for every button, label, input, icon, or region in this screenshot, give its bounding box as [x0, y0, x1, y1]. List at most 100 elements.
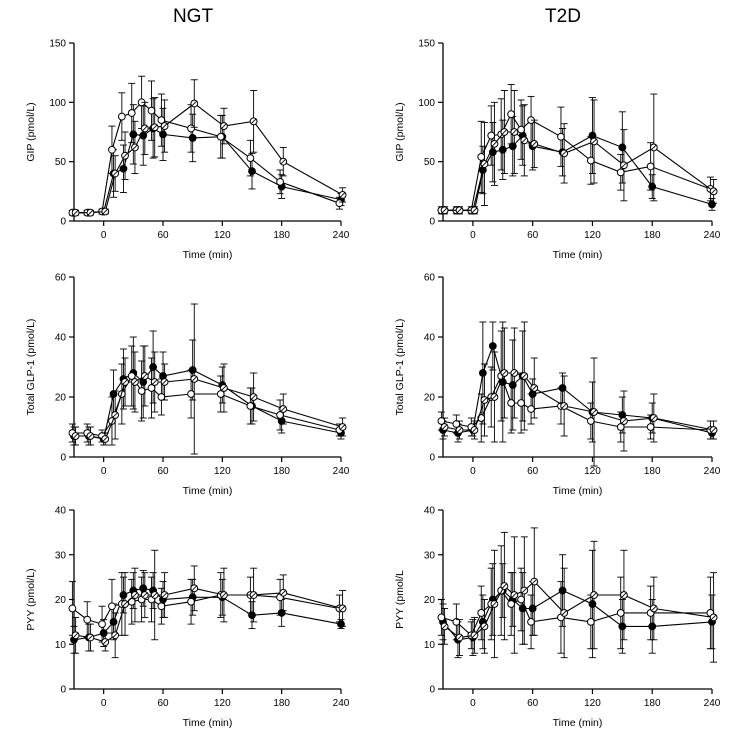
series-line — [72, 101, 340, 214]
data-point-cross — [491, 394, 498, 400]
data-point — [648, 622, 657, 631]
x-tick-label: 0 — [101, 698, 107, 709]
y-tick-label: 50 — [55, 157, 67, 168]
data-point-cross — [561, 403, 567, 409]
data-point-cross — [87, 209, 94, 216]
data-point — [216, 132, 225, 141]
data-point — [557, 132, 565, 141]
data-point-cross — [339, 605, 346, 612]
data-point-cross — [591, 409, 597, 415]
data-point-cross — [651, 144, 657, 151]
y-axis-label: GIP (pmol/L) — [25, 102, 37, 161]
data-point — [708, 200, 716, 209]
data-point-cross — [132, 592, 138, 598]
data-point-cross — [591, 138, 597, 145]
series-line — [441, 374, 711, 431]
data-point-cross — [221, 592, 227, 598]
series-line — [443, 134, 713, 211]
data-point-cross — [87, 634, 94, 641]
x-tick-label: 240 — [333, 230, 350, 241]
x-tick-label: 240 — [333, 466, 350, 477]
x-axis-label: Time (min) — [553, 485, 603, 497]
data-point — [129, 130, 138, 139]
x-tick-label: 0 — [470, 698, 476, 709]
y-tick-label: 0 — [429, 217, 435, 228]
data-point — [646, 162, 655, 171]
x-tick-label: 240 — [704, 466, 721, 477]
data-point — [586, 417, 595, 425]
series-open-circle — [68, 572, 344, 643]
data-point — [528, 604, 537, 613]
data-point-cross — [651, 415, 657, 421]
data-point-cross — [621, 162, 627, 168]
x-tick-label: 60 — [527, 698, 539, 709]
data-point — [527, 617, 535, 626]
data-point-cross — [511, 129, 518, 135]
data-point-cross — [142, 373, 148, 379]
series-line — [75, 102, 343, 214]
data-point-cross — [456, 427, 463, 433]
y-tick-label: 150 — [418, 39, 435, 50]
y-tick-label: 60 — [55, 273, 67, 284]
x-tick-label: 240 — [333, 698, 350, 709]
data-point-cross — [511, 592, 518, 598]
column-title-ngt: NGT — [173, 6, 214, 27]
data-point-cross — [191, 376, 198, 382]
y-tick-label: 30 — [424, 550, 436, 561]
x-tick-label: 60 — [157, 230, 169, 241]
x-tick-label: 0 — [470, 230, 476, 241]
data-point-cross — [339, 424, 346, 430]
y-tick-label: 20 — [424, 393, 436, 404]
series-line — [441, 589, 711, 637]
data-point-cross — [531, 141, 538, 147]
data-point — [159, 130, 167, 139]
data-point — [68, 604, 77, 613]
x-tick-label: 180 — [273, 466, 290, 477]
data-point-cross — [250, 394, 257, 400]
data-point — [437, 613, 446, 622]
data-point-cross — [280, 590, 287, 596]
data-point-cross — [151, 124, 158, 131]
data-point — [276, 177, 284, 186]
data-point-cross — [132, 379, 138, 385]
y-tick-label: 0 — [60, 217, 66, 228]
data-point-cross — [122, 379, 128, 385]
data-point-cross — [441, 207, 448, 214]
data-point — [187, 597, 195, 606]
data-point-cross — [591, 592, 597, 598]
data-point-cross — [161, 123, 168, 129]
data-point — [517, 125, 526, 134]
data-point-cross — [221, 385, 227, 391]
data-point-cross — [491, 141, 498, 147]
x-tick-label: 120 — [584, 230, 601, 241]
y-axis-label: Total GLP-1 (pmol/L) — [394, 319, 406, 416]
y-tick-label: 60 — [424, 273, 436, 284]
panel-6: 0 10 20 30 40 0 60 120 180 240 Time (min) PYY (pmol… — [394, 506, 721, 730]
data-point-cross — [471, 207, 478, 214]
x-tick-label: 240 — [704, 230, 721, 241]
series-crossed-circle — [71, 549, 347, 659]
series-line — [444, 131, 714, 211]
data-point-cross — [112, 170, 118, 177]
data-point-cross — [132, 144, 138, 151]
data-point-cross — [471, 427, 478, 433]
x-tick-label: 120 — [584, 466, 601, 477]
x-tick-label: 60 — [527, 230, 539, 241]
data-point-cross — [161, 592, 168, 598]
column-title-t2d: T2D — [545, 6, 581, 27]
data-point — [527, 405, 535, 413]
y-tick-label: 100 — [49, 98, 66, 109]
data-point-cross — [122, 601, 128, 607]
data-point — [477, 153, 486, 161]
data-point-cross — [501, 583, 508, 589]
data-point-cross — [87, 433, 94, 439]
data-point — [335, 199, 344, 208]
data-point — [487, 131, 496, 140]
y-tick-label: 10 — [424, 640, 436, 651]
x-axis-label: Time (min) — [183, 249, 233, 261]
data-point-cross — [221, 123, 227, 129]
data-point — [507, 110, 516, 119]
data-point-cross — [72, 209, 79, 216]
data-point — [187, 124, 195, 133]
y-tick-label: 0 — [429, 453, 435, 464]
